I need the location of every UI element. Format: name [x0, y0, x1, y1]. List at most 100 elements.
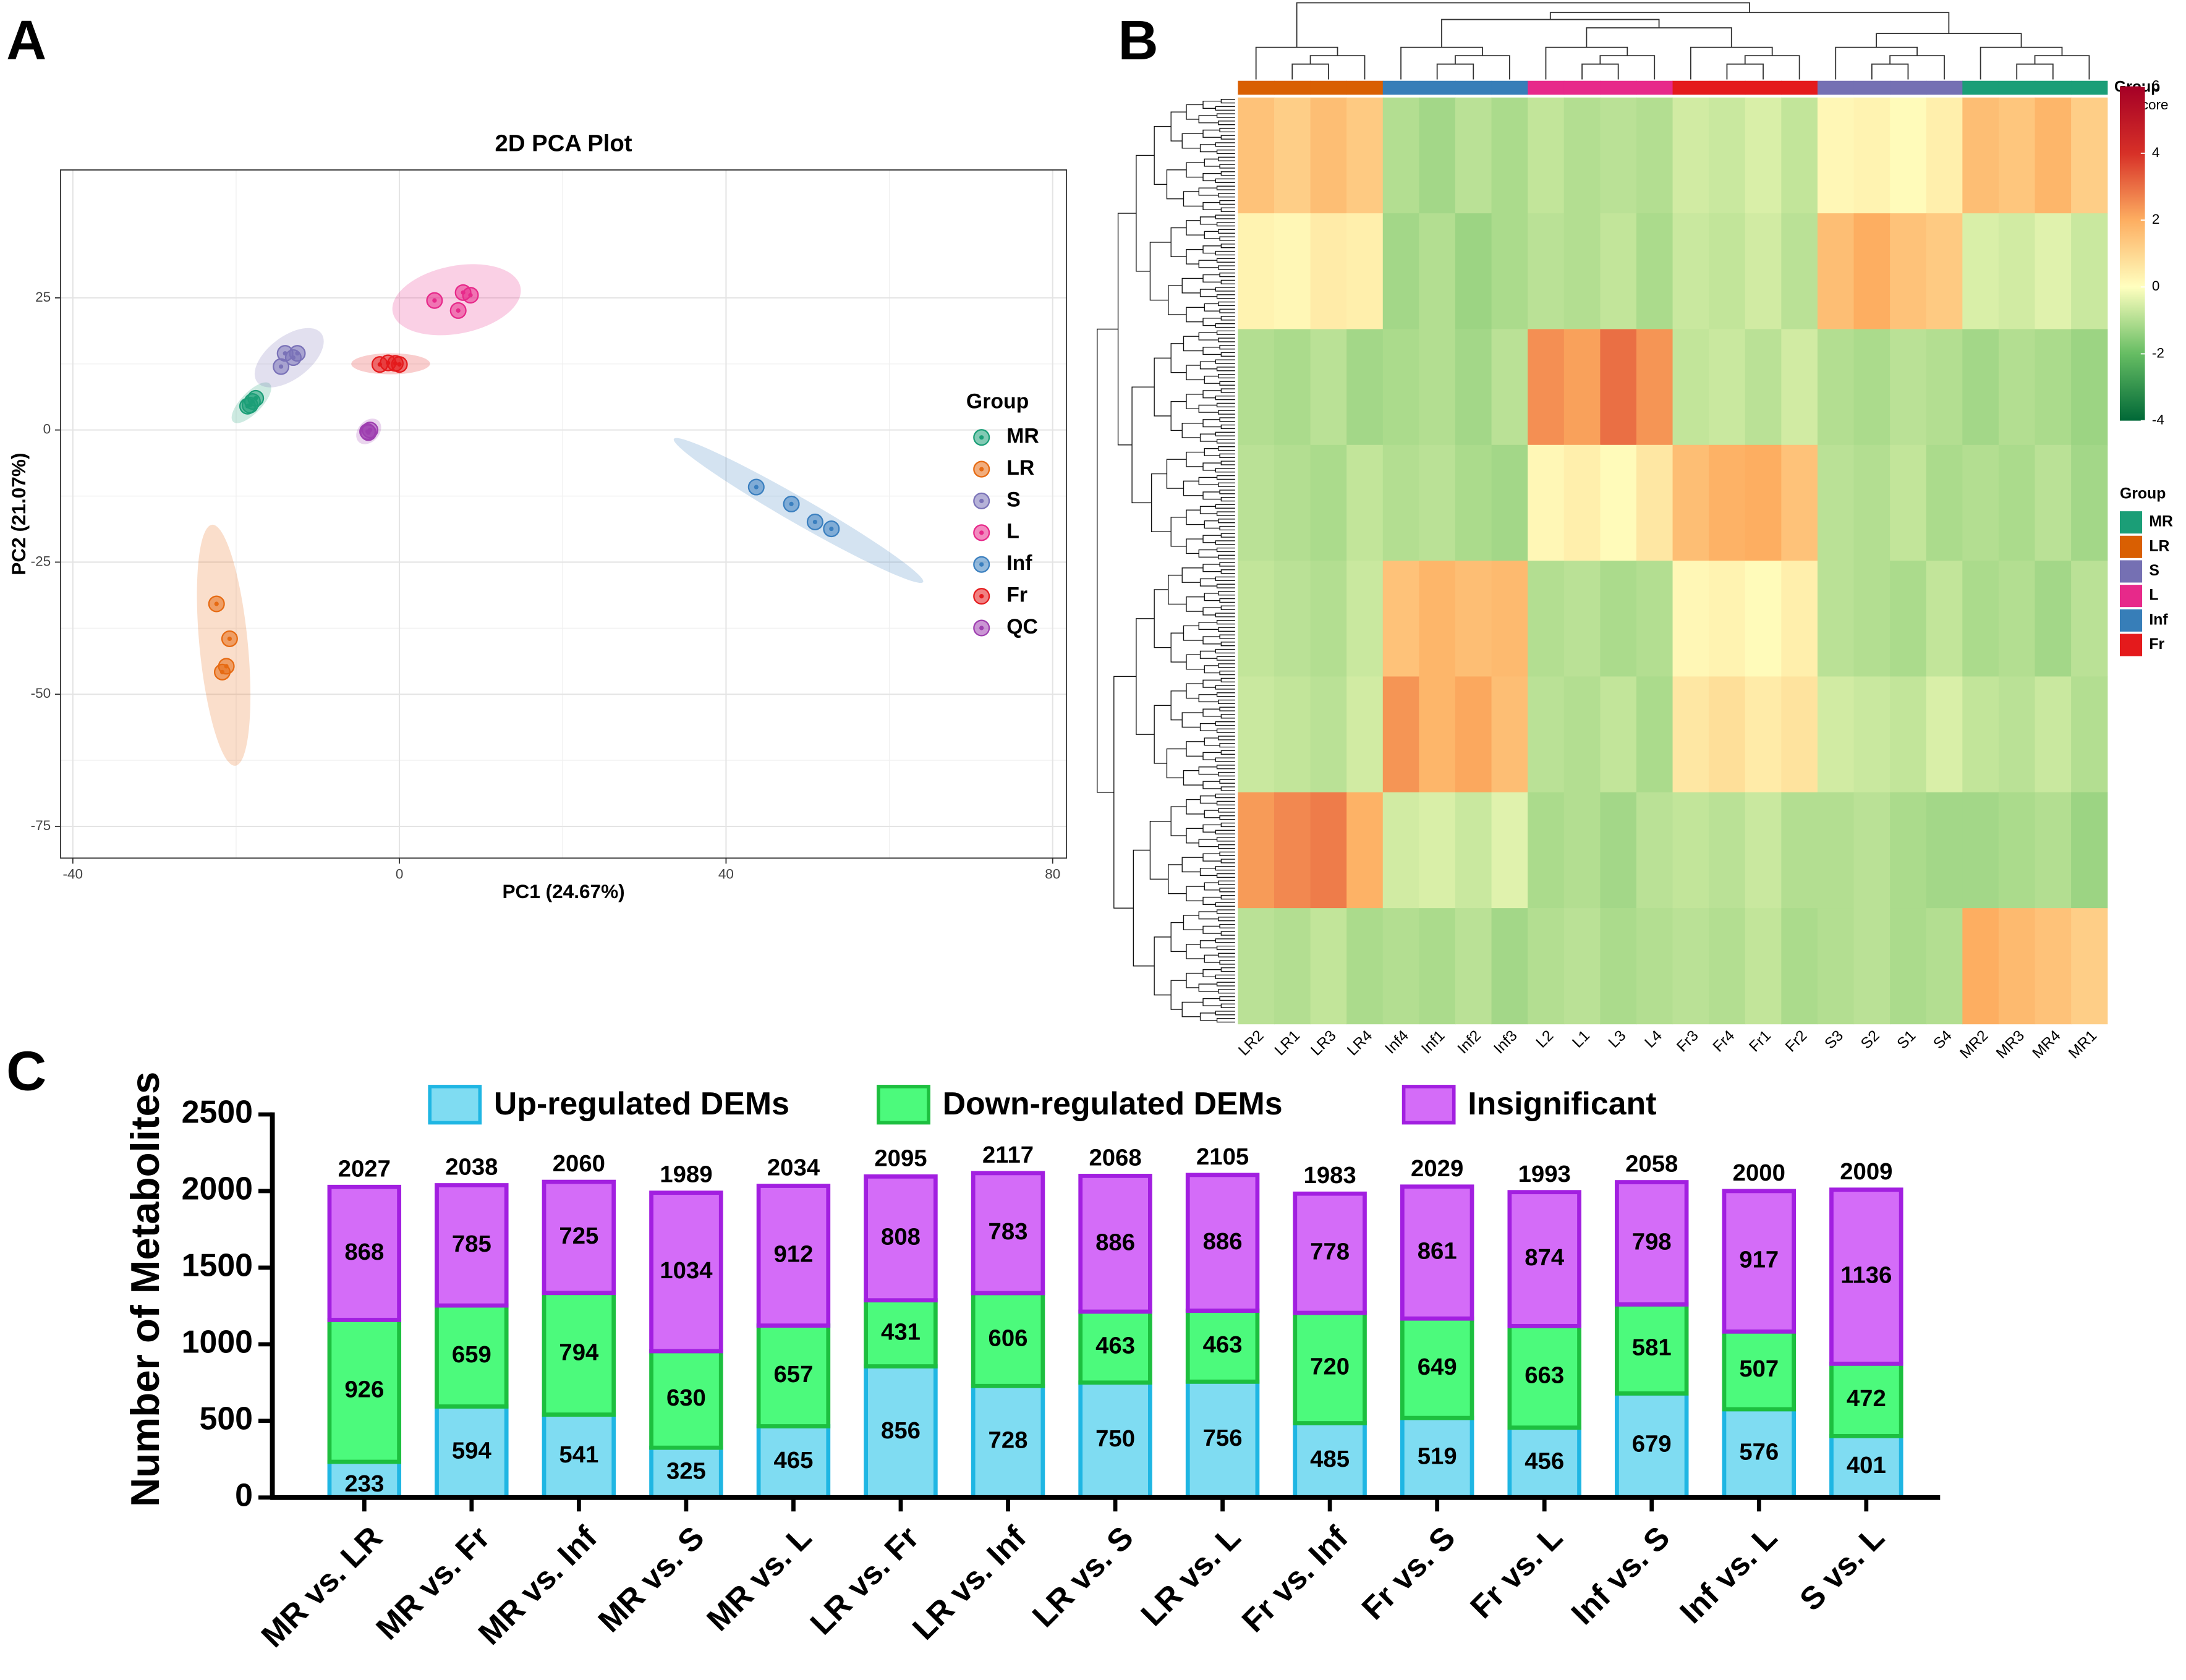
heatmap-cell — [1926, 561, 1963, 677]
total-label: 2038 — [445, 1154, 498, 1181]
heatmap-cell — [1998, 792, 2036, 909]
heatmap-cell — [1745, 444, 1782, 561]
value-label: 886 — [1095, 1229, 1135, 1255]
point-center — [250, 399, 255, 404]
dendrogram-branch — [1097, 328, 1118, 793]
point-center — [366, 430, 371, 435]
heatmap-cell — [1817, 792, 1855, 909]
heatmap-cell — [1672, 908, 1709, 1025]
heatmap-cell — [1346, 213, 1384, 330]
heatmap-cell — [1890, 444, 1927, 561]
value-label: 472 — [1847, 1385, 1886, 1412]
heatmap-cell — [1709, 97, 1746, 214]
value-label: 581 — [1632, 1334, 1672, 1361]
point-center — [468, 293, 473, 298]
legend-label: Fr — [1006, 583, 1027, 607]
value-label: 519 — [1418, 1443, 1457, 1470]
heatmap-cell — [1781, 97, 1818, 214]
heatmap-cell — [1346, 792, 1384, 909]
value-label: 750 — [1095, 1425, 1135, 1452]
heatmap-cell — [1528, 561, 1565, 677]
group-annotation — [1998, 80, 2036, 95]
heatmap-cell — [1890, 329, 1927, 446]
heatmap-cell — [1745, 97, 1782, 214]
total-label: 2000 — [1733, 1160, 1785, 1186]
heatmap-cell — [1382, 561, 1420, 677]
heatmap-cell — [1563, 676, 1601, 793]
heatmap-cell — [1853, 444, 1890, 561]
y-tick-label: 500 — [200, 1400, 253, 1436]
confidence-ellipse — [197, 524, 251, 766]
heatmap-cell — [1528, 329, 1565, 446]
value-label: 794 — [559, 1339, 599, 1365]
y-tick-label: 2500 — [182, 1094, 253, 1130]
heatmap-cell — [1310, 97, 1347, 214]
value-label: 778 — [1310, 1239, 1350, 1265]
heatmap-cell — [1238, 213, 1275, 330]
y-tick-label: 25 — [35, 289, 51, 305]
value-label: 541 — [559, 1441, 598, 1468]
heatmap-cell — [1455, 792, 1492, 909]
heatmap-cell — [1998, 213, 2036, 330]
heatmap-cell — [1636, 97, 1674, 214]
legend-label: Up-regulated DEMs — [494, 1085, 789, 1121]
value-label: 630 — [666, 1385, 706, 1411]
group-annotation — [1890, 80, 1927, 95]
heatmap-cell — [1781, 792, 1818, 909]
heatmap-cell — [1636, 792, 1674, 909]
heatmap-cell — [1382, 792, 1420, 909]
group-annotation — [1636, 80, 1674, 95]
heatmap-cell — [1926, 444, 1963, 561]
heatmap-cell — [1745, 792, 1782, 909]
legend-key — [2120, 609, 2143, 632]
heatmap-cell — [1781, 213, 1818, 330]
legend-label: Insignificant — [1468, 1085, 1656, 1121]
value-label: 861 — [1418, 1238, 1457, 1265]
heatmap-cell — [1781, 561, 1818, 677]
value-label: 912 — [773, 1241, 813, 1268]
heatmap-cell — [1998, 676, 2036, 793]
legend-label: S — [2149, 562, 2159, 579]
heatmap-cell — [1890, 792, 1927, 909]
colorbar-tick-label: 2 — [2152, 211, 2160, 227]
heatmap-cell — [1346, 676, 1384, 793]
total-label: 2027 — [338, 1155, 391, 1182]
legend-label: Inf — [1006, 551, 1032, 575]
heatmap-cell — [1745, 908, 1782, 1025]
heatmap-cell — [1382, 97, 1420, 214]
heatmap-cell — [1455, 561, 1492, 677]
panel-label: A — [6, 9, 46, 72]
heatmap-cell — [1745, 213, 1782, 330]
group-annotation — [1382, 80, 1420, 95]
bar-segment — [435, 1183, 509, 1308]
group-annotation — [1419, 80, 1456, 95]
group-annotation — [1600, 80, 1637, 95]
heatmap-cell — [1310, 908, 1347, 1025]
total-label: 1983 — [1304, 1162, 1356, 1189]
total-label: 2009 — [1840, 1158, 1892, 1185]
value-label: 926 — [344, 1376, 384, 1402]
legend-label: Fr — [2149, 636, 2164, 653]
heatmap-cell — [1962, 97, 1999, 214]
legend-label: L — [2149, 587, 2158, 604]
heatmap-cell — [2035, 444, 2072, 561]
value-label: 720 — [1310, 1353, 1350, 1380]
heatmap-cell — [2035, 561, 2072, 677]
heatmap-cell — [1853, 908, 1890, 1025]
bar-segment — [1507, 1323, 1581, 1430]
heatmap-cell — [1709, 329, 1746, 446]
value-label: 233 — [344, 1470, 384, 1497]
heatmap-cell — [1600, 97, 1637, 214]
heatmap-cell — [1491, 329, 1528, 446]
bar-segment — [1829, 1187, 1903, 1366]
value-label: 808 — [881, 1224, 921, 1250]
confidence-ellipse — [392, 264, 521, 336]
group-annotation — [1528, 80, 1565, 95]
heatmap-cell — [1853, 676, 1890, 793]
heatmap-cell — [1274, 561, 1311, 677]
bar-segment — [864, 1364, 938, 1500]
colorbar-tick-label: -2 — [2152, 345, 2164, 360]
heatmap-cell — [1419, 329, 1456, 446]
bar-segment — [542, 1179, 616, 1296]
